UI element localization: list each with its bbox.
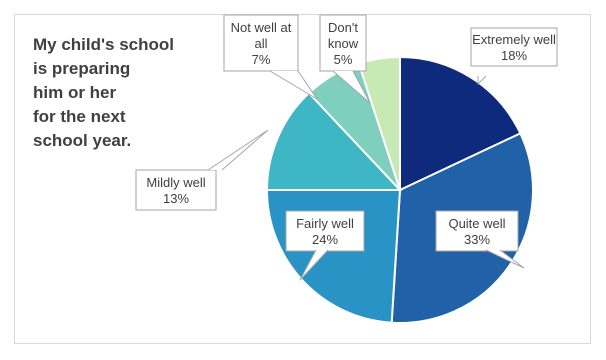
data-label-value: 18% — [501, 48, 527, 63]
data-label-value: 33% — [464, 232, 490, 247]
data-label-category: Not well at — [231, 20, 292, 35]
data-label-pointer — [332, 70, 371, 104]
pie-slice — [265, 91, 403, 191]
data-label-pointer — [485, 249, 525, 269]
data-label-pointer — [207, 129, 269, 171]
data-label-pointer — [299, 249, 329, 281]
data-label-category: Mildly well — [146, 175, 205, 190]
data-label-category: know — [328, 36, 359, 51]
chart-title-line: him or her — [33, 83, 117, 102]
data-label-box — [470, 27, 558, 67]
data-label-category: all — [254, 36, 267, 51]
data-label-box — [435, 210, 519, 252]
data-label-category: Quite well — [448, 216, 505, 231]
chart-title-line: My child's school — [33, 35, 174, 54]
data-label-box — [223, 14, 299, 72]
data-label-category: Don't — [328, 20, 358, 35]
data-label-value: 13% — [163, 191, 189, 206]
chart-title-line: is preparing — [33, 59, 130, 78]
data-label-box — [135, 169, 217, 211]
pie-slice — [399, 55, 522, 192]
pie-slices — [265, 55, 534, 324]
data-label-value: 5% — [334, 52, 353, 67]
chart-title: My child's school is preparing him or her f… — [33, 35, 174, 150]
data-label-pointer — [477, 75, 487, 86]
data-label-category: Extremely well — [472, 32, 556, 47]
chart-title-line: school year. — [33, 131, 131, 150]
data-label-value: 7% — [252, 52, 271, 67]
chart-title-line: for the next — [33, 107, 126, 126]
data-label-box — [285, 210, 365, 252]
pie-slice — [265, 189, 402, 324]
data-label-pointer — [269, 70, 318, 100]
data-label-category: Fairly well — [296, 216, 354, 231]
data-label-value: 24% — [312, 232, 338, 247]
